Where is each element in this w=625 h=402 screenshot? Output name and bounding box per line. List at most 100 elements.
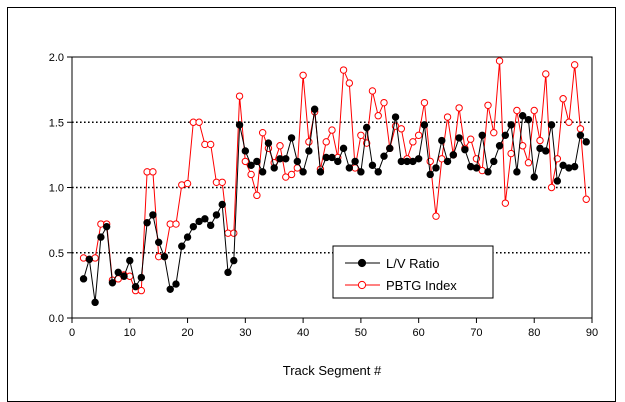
data-point-lv-ratio xyxy=(570,162,579,171)
data-point-lv-ratio xyxy=(154,238,163,247)
data-point-lv-ratio xyxy=(380,152,388,160)
data-point-lv-ratio xyxy=(305,147,313,155)
data-point-lv-ratio xyxy=(524,115,533,124)
axes: 0.0 0.5 1.0 1.5 2.0 0 10 20 30 40 50 60 70 80 90 xyxy=(49,52,598,339)
data-point-lv-ratio xyxy=(357,168,365,176)
data-point-pbtg-index xyxy=(357,131,365,140)
data-point-lv-ratio xyxy=(374,168,382,176)
y-tick-label: 2.0 xyxy=(49,52,64,64)
data-point-pbtg-index xyxy=(495,57,504,65)
data-point-lv-ratio xyxy=(414,155,423,163)
data-point-pbtg-index xyxy=(322,138,330,146)
legend-item-pbtg-index: PBTG Index xyxy=(345,278,457,293)
data-point-lv-ratio xyxy=(85,255,94,263)
data-point-lv-ratio xyxy=(368,161,377,170)
legend-box xyxy=(332,245,494,299)
data-point-lv-ratio xyxy=(218,200,226,209)
data-point-pbtg-index xyxy=(374,112,382,120)
y-tick-label: 0.5 xyxy=(49,248,64,260)
x-tick-label: 80 xyxy=(528,327,540,339)
data-point-lv-ratio xyxy=(455,134,463,142)
data-point-lv-ratio xyxy=(120,272,128,280)
data-point-pbtg-index xyxy=(536,136,544,145)
data-point-lv-ratio xyxy=(224,268,232,277)
data-point-pbtg-index xyxy=(195,118,203,126)
data-point-lv-ratio xyxy=(258,168,267,176)
data-point-lv-ratio xyxy=(149,211,157,219)
data-point-pbtg-index xyxy=(501,199,510,207)
data-point-lv-ratio xyxy=(513,168,521,176)
x-tick-label: 70 xyxy=(470,327,482,339)
data-point-lv-ratio xyxy=(449,151,458,159)
series-layer xyxy=(79,57,590,307)
x-tick-label: 90 xyxy=(586,327,598,339)
series-line-pbtg-index xyxy=(83,60,587,292)
data-point-lv-ratio xyxy=(102,222,111,231)
data-point-lv-ratio xyxy=(293,157,302,166)
data-point-pbtg-index xyxy=(570,61,579,69)
legend-item-lv-ratio: L/V Ratio xyxy=(345,256,439,271)
data-point-lv-ratio xyxy=(334,157,342,166)
data-point-lv-ratio xyxy=(241,147,250,155)
legend-pbtg-label: PBTG Index xyxy=(386,278,457,293)
data-point-lv-ratio xyxy=(206,221,215,230)
y-tick-label: 1.5 xyxy=(49,117,64,129)
data-point-lv-ratio xyxy=(143,219,151,227)
data-point-lv-ratio xyxy=(310,105,319,113)
y-tick-label: 0.0 xyxy=(49,313,64,325)
x-tick-label: 20 xyxy=(181,327,193,339)
data-point-pbtg-index xyxy=(559,95,567,103)
data-point-pbtg-index xyxy=(518,142,527,150)
data-point-lv-ratio xyxy=(97,233,105,241)
data-point-lv-ratio xyxy=(553,177,562,185)
data-point-lv-ratio xyxy=(201,215,209,223)
data-point-pbtg-index xyxy=(149,168,157,176)
data-point-pbtg-index xyxy=(455,104,463,112)
data-point-pbtg-index xyxy=(507,149,515,158)
data-point-lv-ratio xyxy=(507,121,515,129)
data-point-pbtg-index xyxy=(247,170,255,179)
data-point-lv-ratio xyxy=(178,242,186,250)
data-point-lv-ratio xyxy=(114,268,122,277)
data-point-lv-ratio xyxy=(166,285,174,293)
data-point-pbtg-index xyxy=(530,106,538,115)
data-point-lv-ratio xyxy=(426,170,434,179)
data-point-pbtg-index xyxy=(420,98,429,107)
data-point-pbtg-index xyxy=(137,286,146,295)
data-point-lv-ratio xyxy=(345,164,354,172)
x-tick-label: 60 xyxy=(413,327,425,339)
data-point-lv-ratio xyxy=(91,298,99,307)
data-point-lv-ratio xyxy=(183,233,192,241)
data-point-pbtg-index xyxy=(542,70,550,78)
data-point-lv-ratio xyxy=(189,222,198,231)
data-point-pbtg-index xyxy=(299,71,307,79)
legend: L/V Ratio PBTG Index xyxy=(332,245,494,299)
data-point-lv-ratio xyxy=(501,131,510,140)
data-point-pbtg-index xyxy=(547,183,556,192)
data-point-lv-ratio xyxy=(212,211,221,219)
data-point-lv-ratio xyxy=(547,121,556,129)
data-point-pbtg-index xyxy=(484,101,492,109)
figure-frame xyxy=(7,7,616,402)
y-tick-label: 1.0 xyxy=(49,183,64,195)
data-point-pbtg-index xyxy=(241,157,250,166)
data-point-pbtg-index xyxy=(582,195,590,203)
data-point-pbtg-index xyxy=(305,138,313,146)
data-point-lv-ratio xyxy=(282,155,290,163)
data-point-lv-ratio xyxy=(316,168,325,176)
data-point-pbtg-index xyxy=(409,138,417,146)
legend-pbtg-marker-icon xyxy=(357,280,367,290)
gridlines xyxy=(72,121,592,254)
data-point-pbtg-index xyxy=(368,87,377,95)
data-point-pbtg-index xyxy=(576,125,585,133)
x-tick-label: 10 xyxy=(124,327,136,339)
data-point-lv-ratio xyxy=(542,147,550,155)
data-point-pbtg-index xyxy=(565,118,573,126)
data-point-lv-ratio xyxy=(420,121,429,129)
data-point-pbtg-index xyxy=(432,212,440,220)
data-point-lv-ratio xyxy=(495,142,504,150)
data-point-lv-ratio xyxy=(582,138,590,146)
data-point-lv-ratio xyxy=(576,131,585,140)
data-point-pbtg-index xyxy=(466,135,475,143)
data-point-lv-ratio xyxy=(160,252,169,261)
